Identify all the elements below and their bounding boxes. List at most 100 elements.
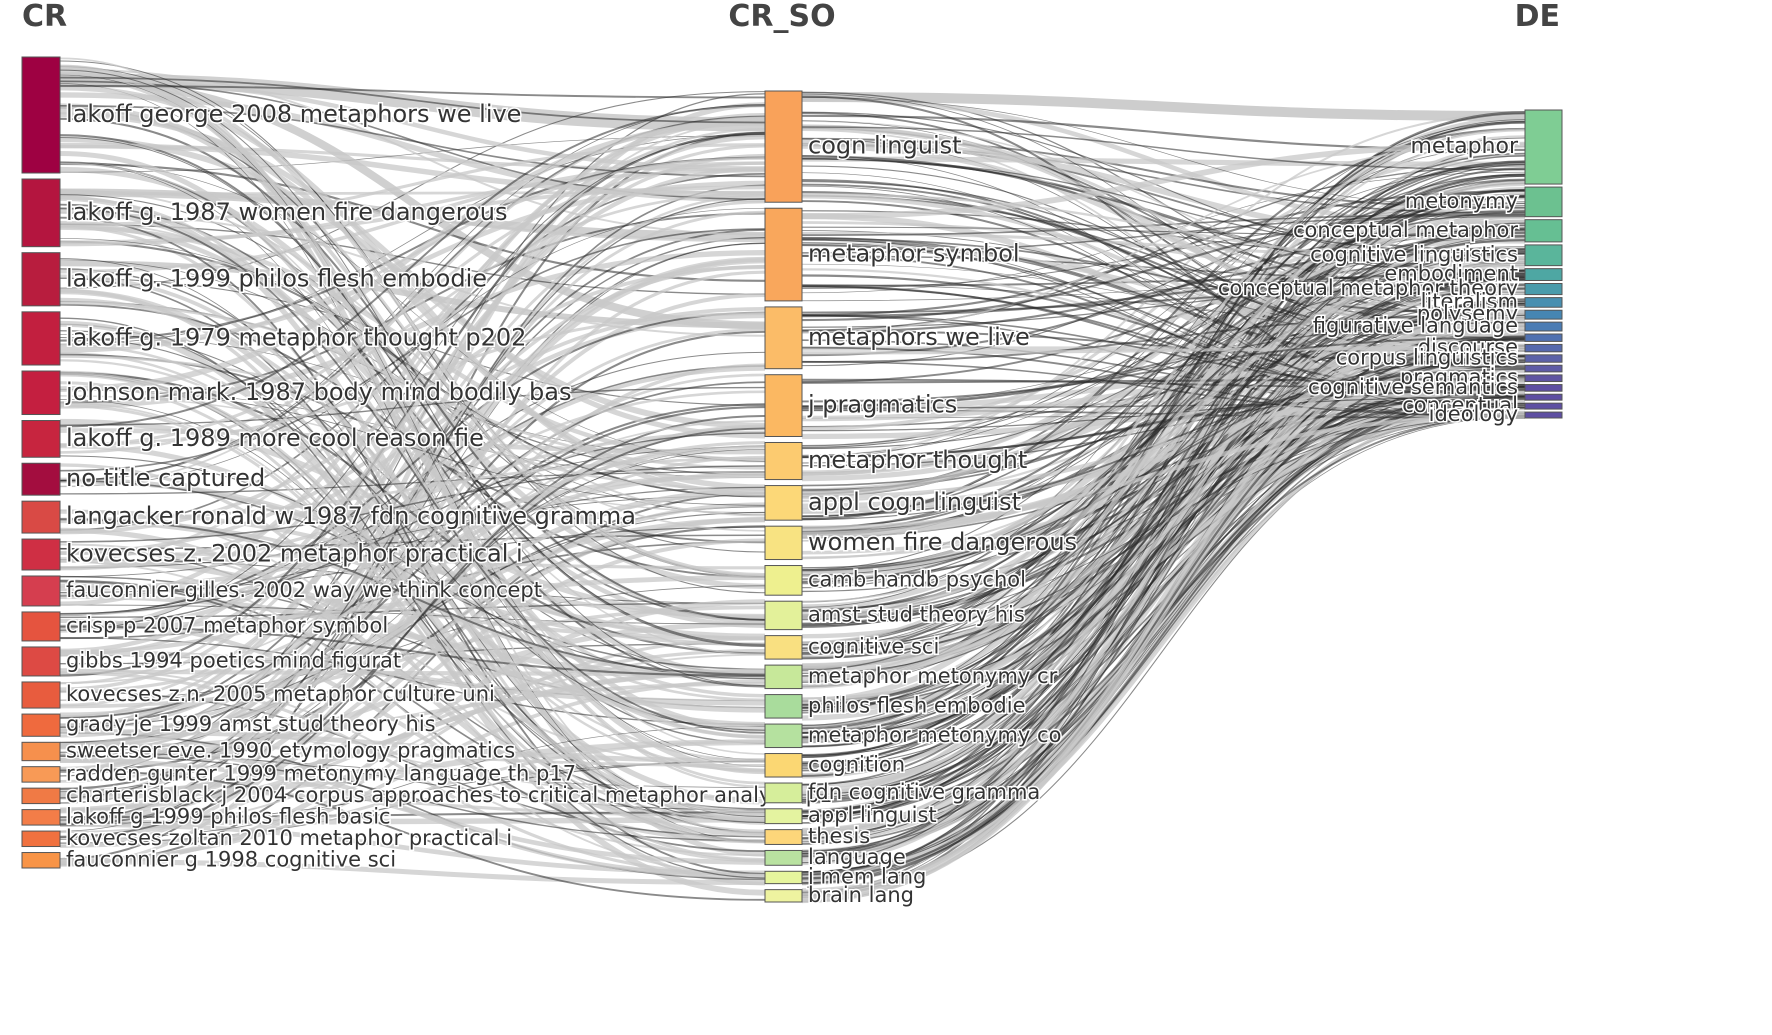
node-bar[interactable]	[764, 90, 803, 203]
node-bar[interactable]	[1524, 219, 1563, 243]
node-bar[interactable]	[1524, 333, 1563, 342]
sankey-node[interactable]: conceptual metaphor	[1291, 216, 1563, 243]
sankey-node[interactable]: sweetser eve. 1990 etymology pragmatics	[21, 737, 517, 764]
node-bar[interactable]	[1524, 282, 1563, 296]
node-bar[interactable]	[21, 252, 61, 307]
sankey-node[interactable]: lakoff g. 1987 women fire dangerous	[21, 178, 509, 248]
node-bar[interactable]	[764, 441, 803, 481]
sankey-node[interactable]: charterisblack j 2004 corpus approaches …	[21, 781, 834, 808]
sankey-node[interactable]: metaphor symbol	[764, 207, 1021, 302]
sankey-node[interactable]: embodiment	[1383, 260, 1563, 287]
node-bar[interactable]	[1524, 321, 1563, 332]
node-bar[interactable]	[764, 600, 803, 631]
node-bar[interactable]	[21, 538, 61, 571]
node-bar[interactable]	[21, 178, 61, 248]
sankey-node[interactable]: cognitive linguistics	[1309, 241, 1563, 268]
node-bar[interactable]	[21, 766, 61, 783]
sankey-node[interactable]: appl cogn linguist	[764, 485, 1023, 521]
node-bar[interactable]	[1524, 343, 1563, 353]
node-bar[interactable]	[1524, 384, 1563, 392]
node-bar[interactable]	[21, 500, 61, 534]
sankey-node[interactable]: metaphor metonymy co	[764, 721, 1063, 749]
sankey-node[interactable]: cognitive sci	[764, 633, 941, 660]
node-bar[interactable]	[21, 575, 61, 607]
sankey-node[interactable]: metonymy	[1403, 186, 1563, 218]
node-bar[interactable]	[764, 207, 803, 302]
sankey-node[interactable]: fdn cognitive gramma	[764, 778, 1042, 805]
node-bar[interactable]	[21, 741, 61, 762]
sankey-node[interactable]: j pragmatics	[764, 374, 959, 437]
node-bar[interactable]	[1524, 309, 1563, 320]
sankey-node[interactable]: gibbs 1994 poetics mind figurat	[21, 646, 403, 677]
sankey-node[interactable]: language	[764, 843, 907, 870]
sankey-node[interactable]: ideology	[1427, 401, 1563, 428]
sankey-node[interactable]: metaphor metonymy cr	[764, 662, 1059, 690]
sankey-node[interactable]: johnson mark. 1987 body mind bodily bas	[21, 370, 573, 416]
node-bar[interactable]	[764, 485, 803, 521]
sankey-node[interactable]: fauconnier g 1998 cognitive sci	[21, 846, 398, 873]
sankey-node[interactable]: discourse	[1416, 334, 1563, 361]
node-bar[interactable]	[764, 306, 803, 370]
node-bar[interactable]	[21, 852, 61, 869]
sankey-node[interactable]: conceptual	[1401, 392, 1563, 419]
node-bar[interactable]	[764, 635, 803, 660]
sankey-node[interactable]: lakoff g 1999 philos flesh basic	[21, 803, 392, 830]
node-bar[interactable]	[764, 723, 803, 749]
node-bar[interactable]	[21, 681, 61, 709]
sankey-node[interactable]: metaphors we live	[764, 306, 1031, 370]
sankey-node[interactable]: cognition	[764, 751, 907, 778]
node-bar[interactable]	[21, 370, 61, 416]
node-bar[interactable]	[764, 694, 803, 719]
node-bar[interactable]	[1524, 297, 1563, 308]
node-bar[interactable]	[764, 829, 803, 845]
node-bar[interactable]	[21, 809, 61, 826]
sankey-node[interactable]: thesis	[764, 823, 872, 850]
node-bar[interactable]	[764, 849, 803, 866]
sankey-node[interactable]: brain lang	[764, 881, 916, 908]
sankey-node[interactable]: lakoff g. 1979 metaphor thought p202	[21, 311, 528, 366]
sankey-node[interactable]	[1524, 364, 1563, 373]
sankey-node[interactable]: literalism	[1419, 288, 1563, 315]
sankey-node[interactable]	[1524, 393, 1563, 401]
node-bar[interactable]	[21, 713, 61, 737]
sankey-node[interactable]: camb handb psychol	[764, 565, 1027, 596]
node-bar[interactable]	[1524, 109, 1563, 185]
sankey-node[interactable]: j mem lang	[764, 863, 928, 890]
node-bar[interactable]	[764, 782, 803, 804]
sankey-node[interactable]: lakoff g. 1999 philos flesh embodie	[21, 252, 489, 307]
sankey-node[interactable]: appl linguist	[764, 802, 938, 829]
node-bar[interactable]	[1524, 364, 1563, 373]
node-bar[interactable]	[1524, 374, 1563, 383]
node-bar[interactable]	[21, 611, 61, 642]
sankey-node[interactable]: kovecses z.n. 2005 metaphor culture uni	[21, 681, 496, 709]
sankey-node[interactable]: corpus linguistics	[1334, 344, 1563, 371]
sankey-node[interactable]: fauconnier gilles. 2002 way we think con…	[21, 575, 544, 607]
node-bar[interactable]	[21, 56, 61, 174]
sankey-node[interactable]: polysemy	[1415, 300, 1563, 327]
sankey-node[interactable]: lakoff g. 1989 more cool reason fie	[21, 420, 485, 458]
sankey-node[interactable]: kovecses z. 2002 metaphor practical i	[21, 538, 524, 571]
node-bar[interactable]	[764, 808, 803, 825]
node-bar[interactable]	[764, 664, 803, 690]
sankey-node[interactable]: cogn linguist	[764, 90, 963, 203]
node-bar[interactable]	[764, 753, 803, 778]
sankey-node[interactable]	[1524, 333, 1563, 342]
sankey-node[interactable]: crisp p 2007 metaphor symbol	[21, 611, 390, 642]
node-bar[interactable]	[1524, 402, 1563, 410]
sankey-node[interactable]: philos flesh embodie	[764, 692, 1027, 719]
sankey-node[interactable]: metaphor thought	[764, 441, 1029, 481]
node-bar[interactable]	[21, 646, 61, 677]
node-bar[interactable]	[21, 311, 61, 366]
sankey-node[interactable]: pragmatics	[1398, 364, 1563, 391]
node-bar[interactable]	[764, 374, 803, 437]
node-bar[interactable]	[1524, 244, 1563, 267]
sankey-node[interactable]: grady je 1999 amst stud theory his	[21, 711, 437, 738]
sankey-node[interactable]: women fire dangerous	[764, 525, 1079, 561]
node-bar[interactable]	[21, 830, 61, 848]
node-bar[interactable]	[764, 565, 803, 596]
node-bar[interactable]	[764, 870, 803, 885]
node-bar[interactable]	[764, 889, 803, 903]
node-bar[interactable]	[1524, 186, 1563, 218]
node-bar[interactable]	[21, 462, 61, 496]
sankey-node[interactable]: lakoff george 2008 metaphors we live	[21, 56, 523, 174]
